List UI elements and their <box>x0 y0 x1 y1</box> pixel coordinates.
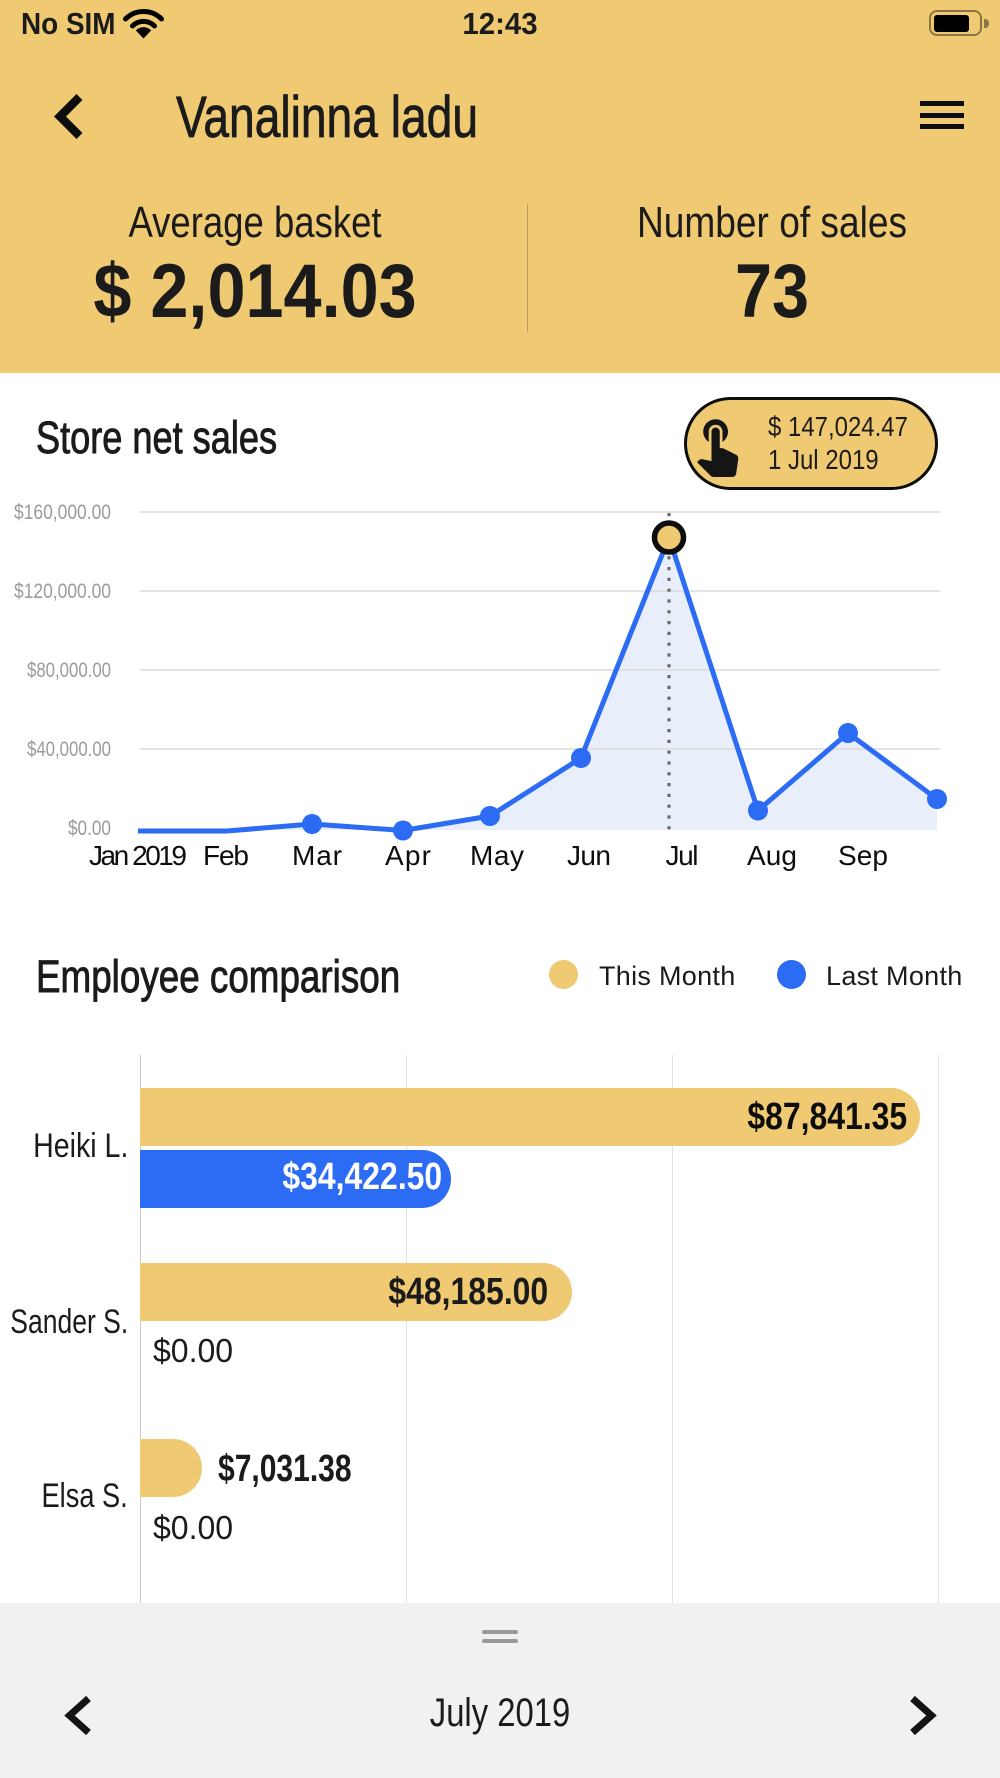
svg-text:Feb: Feb <box>203 840 249 871</box>
svg-text:Mar: Mar <box>292 840 342 871</box>
svg-text:$120,000.00: $120,000.00 <box>14 580 111 603</box>
svg-text:Jul: Jul <box>666 840 699 871</box>
svg-text:$160,000.00: $160,000.00 <box>14 501 111 524</box>
svg-text:May: May <box>470 840 524 871</box>
svg-text:Jan 2019: Jan 2019 <box>89 840 187 871</box>
svg-text:Apr: Apr <box>385 840 431 871</box>
svg-text:$0.00: $0.00 <box>68 817 111 840</box>
svg-text:Aug: Aug <box>747 840 797 871</box>
svg-text:Jun: Jun <box>567 840 611 871</box>
svg-text:$40,000.00: $40,000.00 <box>27 738 111 761</box>
svg-text:$80,000.00: $80,000.00 <box>27 659 111 682</box>
svg-text:Sep: Sep <box>838 840 888 871</box>
